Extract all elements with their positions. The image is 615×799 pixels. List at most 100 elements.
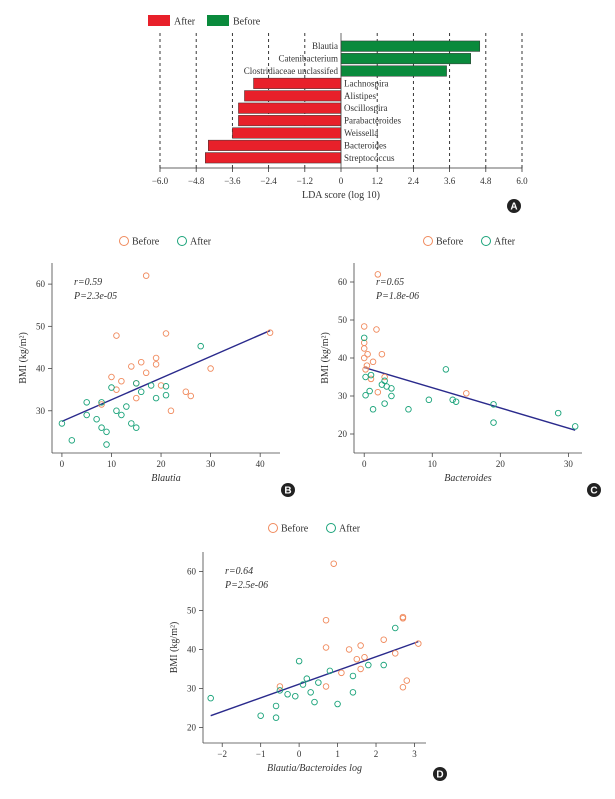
x-axis-label: Bacteroides	[444, 473, 492, 484]
bar-lachnospira	[253, 77, 342, 89]
x-tick-label: 0	[60, 459, 65, 469]
bar-bacteroides	[208, 139, 342, 151]
stat-r: r=0.65	[376, 277, 404, 288]
point-after	[360, 334, 368, 342]
point-before	[207, 365, 214, 372]
regression-line	[61, 329, 271, 422]
y-tick-label: 50	[187, 605, 197, 615]
legend: Before After	[119, 236, 212, 248]
x-tick-label: 2.4	[408, 176, 420, 186]
bar-alistipes	[244, 90, 342, 102]
point-after	[83, 411, 90, 419]
stat-r: r=0.64	[225, 566, 253, 577]
panel-a-badge-circle	[507, 199, 521, 213]
legend-label-before: Before	[233, 17, 261, 28]
point-before	[322, 644, 330, 651]
bar-clostridiaceae-unclassifed	[340, 65, 447, 77]
legend-label-after: After	[174, 17, 196, 28]
x-tick-label: 2	[374, 749, 379, 759]
point-before	[322, 616, 330, 624]
panel-badge-circle	[433, 767, 447, 781]
point-before	[118, 377, 125, 385]
x-tick-label: −1	[256, 749, 266, 759]
point-before	[345, 646, 353, 653]
bar-label: Weissella	[344, 128, 378, 138]
point-after	[490, 419, 497, 426]
legend-label-after: After	[190, 237, 212, 248]
point-after	[292, 692, 299, 700]
legend-label-before: Before	[281, 524, 309, 535]
point-before	[357, 642, 364, 649]
stat-r: r=0.59	[74, 277, 102, 288]
y-tick-label: 20	[187, 722, 197, 732]
legend-label-before: Before	[132, 237, 160, 248]
x-tick-label: −3.6	[224, 176, 241, 186]
y-axis-label: BMI (kg/m²)	[18, 332, 29, 384]
point-after	[442, 366, 450, 373]
point-before	[353, 655, 361, 663]
point-after	[83, 399, 90, 406]
point-before	[142, 369, 150, 377]
bar-parabacteroides	[238, 115, 342, 127]
legend-swatch-after	[148, 15, 170, 26]
point-before	[415, 640, 422, 647]
point-after	[276, 687, 284, 694]
panel-a-x-axis: −6.0 −4.8 −3.6 −2.4 −1.2 0 1.2 2.4 3.6 4.8 6.0	[152, 33, 528, 186]
point-after	[128, 420, 135, 427]
point-before	[391, 650, 399, 657]
point-before	[373, 326, 380, 333]
panel-a-lda-chart: After Before Blautia Catenibacterium Clostr…	[148, 15, 528, 213]
point-after	[162, 383, 170, 390]
bar-label: Parabacteroides	[344, 116, 401, 126]
bar-label: Blautia	[312, 41, 338, 51]
point-after	[388, 385, 395, 392]
point-before	[322, 683, 330, 690]
point-after	[133, 380, 140, 387]
x-tick-label: 0	[362, 459, 367, 469]
y-tick-label: 30	[338, 391, 348, 401]
point-before	[362, 366, 369, 373]
x-tick-label: 3	[412, 749, 417, 759]
point-after	[366, 387, 373, 395]
y-axis-label: BMI (kg/m²)	[169, 622, 180, 674]
panel-badge-letter: B	[284, 486, 291, 497]
point-before	[360, 345, 368, 352]
x-tick-label: 30	[206, 459, 216, 469]
regression-line	[210, 640, 419, 717]
stat-p: P=2.3e-05	[73, 291, 117, 302]
point-after	[369, 406, 377, 413]
legend: Before After	[423, 236, 516, 248]
point-after	[405, 406, 412, 413]
panel-badge-circle	[281, 483, 295, 497]
point-after	[315, 679, 322, 686]
point-after	[303, 675, 311, 682]
point-before	[157, 382, 165, 389]
panel-d-scatter: Before After 20 30 40 50 60 −2 −1 0 1 2 3 BMI (kg/m²)…	[169, 523, 447, 781]
point-before	[152, 354, 160, 362]
x-tick-label: 1	[335, 749, 340, 759]
point-before	[374, 271, 382, 278]
point-after	[349, 672, 357, 680]
bar-streptococcus	[205, 152, 342, 164]
point-after	[391, 624, 399, 632]
point-after	[103, 441, 110, 448]
y-tick-label: 50	[338, 315, 348, 325]
point-before	[276, 683, 284, 690]
y-tick-label: 60	[187, 566, 197, 576]
panel-a-badge-letter: A	[510, 202, 517, 213]
point-after	[295, 657, 303, 665]
panel-badge-circle	[587, 483, 601, 497]
point-after	[334, 700, 341, 708]
legend-label-after: After	[494, 237, 516, 248]
point-after	[197, 342, 204, 350]
point-after	[68, 437, 76, 444]
point-before	[128, 363, 135, 370]
x-tick-label: 0	[297, 749, 302, 759]
point-before	[363, 362, 371, 369]
x-tick-label: −1.2	[297, 176, 313, 186]
point-after	[362, 391, 369, 399]
panel-badge-letter: D	[436, 770, 443, 781]
point-before	[330, 560, 337, 567]
panel-badge-letter: C	[590, 486, 597, 497]
